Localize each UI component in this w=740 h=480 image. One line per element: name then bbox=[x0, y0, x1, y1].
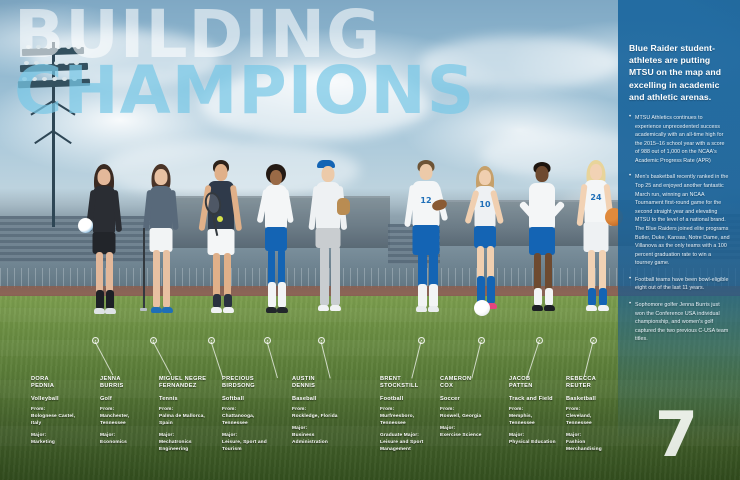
athlete-figure-jacob-patten bbox=[518, 162, 566, 332]
jersey-number-24: 24 bbox=[590, 193, 602, 202]
athlete-hometown: From: Palma de Mallorca, Spain bbox=[159, 407, 205, 427]
name-card-dora-pednia[interactable]: DORA PEDNIA Volleyball From: Bolognese C… bbox=[31, 376, 83, 447]
sidebar-panel: Blue Raider student-athletes are putting… bbox=[618, 0, 740, 480]
callout-dot-jacob-patten[interactable] bbox=[536, 337, 543, 344]
athlete-name: PRECIOUS BIRDSONG bbox=[222, 376, 255, 390]
callout-dot-brent-stockstill[interactable] bbox=[418, 337, 425, 344]
baseball-glove-prop bbox=[337, 198, 350, 215]
athlete-name: AUSTIN DENNIS bbox=[292, 376, 316, 390]
athlete-figure-austin-dennis bbox=[307, 160, 350, 332]
athlete-major: Major: Physical Education bbox=[509, 433, 556, 446]
athlete-sport: Tennis bbox=[159, 395, 178, 402]
athlete-major: Major: Fashion Merchandising bbox=[566, 433, 602, 453]
athlete-major: Graduate Major: Leisure and Sport Manage… bbox=[380, 433, 424, 453]
soccer-ball-prop bbox=[474, 300, 490, 316]
sidebar-bullet-apr: MTSU Athletics continues to experience u… bbox=[629, 113, 730, 165]
athlete-figure-jenna-burris bbox=[140, 164, 181, 332]
sidebar-bullet-list: MTSU Athletics continues to experience u… bbox=[629, 113, 730, 344]
athlete-sport: Baseball bbox=[292, 395, 317, 402]
jersey-number-12: 12 bbox=[420, 196, 432, 205]
athlete-name: DORA PEDNIA bbox=[31, 376, 55, 390]
grass-field bbox=[0, 296, 740, 480]
page-number: 7 bbox=[654, 398, 698, 471]
athlete-sport: Softball bbox=[222, 395, 245, 402]
athlete-name: MIGUEL NEGRE FERNANDEZ bbox=[159, 376, 207, 390]
name-card-jenna-burris[interactable]: JENNA BURRIS Golf From: Manchester, Tenn… bbox=[100, 376, 150, 447]
athlete-name: JACOB PATTEN bbox=[509, 376, 533, 390]
athlete-major: Major: Mechatronics Engineering bbox=[159, 433, 192, 453]
name-card-miguel-negre-fernandez[interactable]: MIGUEL NEGRE FERNANDEZ Tennis From: Palm… bbox=[159, 376, 211, 454]
baseball-cap bbox=[317, 160, 335, 168]
name-card-austin-dennis[interactable]: AUSTIN DENNIS Baseball From: Rockledge, … bbox=[292, 376, 342, 447]
athlete-major: Major: Economics bbox=[100, 433, 127, 446]
name-card-cameron-cox[interactable]: CAMERON COX Soccer From: Roswell, Georgi… bbox=[440, 376, 488, 440]
athlete-sport: Volleyball bbox=[31, 395, 59, 402]
athlete-name: REBECCA REUTER bbox=[566, 376, 597, 390]
athlete-name: BRENT STOCKSTILL bbox=[380, 376, 419, 390]
athlete-sport: Soccer bbox=[440, 395, 460, 402]
athlete-sport: Football bbox=[380, 395, 404, 402]
name-card-jacob-patten[interactable]: JACOB PATTEN Track and Field From: Memph… bbox=[509, 376, 559, 447]
athlete-major: Major: Exercise Science bbox=[440, 426, 482, 439]
athlete-figure-rebecca-reuter: 24 bbox=[575, 160, 623, 332]
athlete-sport: Golf bbox=[100, 395, 112, 402]
athlete-hometown: From: Cleveland, Tennessee bbox=[566, 407, 592, 427]
golf-club-prop bbox=[143, 228, 145, 310]
athlete-hometown: From: Memphis, Tennessee bbox=[509, 407, 535, 427]
volleyball-prop bbox=[78, 218, 93, 233]
athlete-major: Major: Marketing bbox=[31, 433, 56, 446]
athlete-major: Major: Leisure, Sport and Tourism bbox=[222, 433, 267, 453]
athlete-figure-brent-stockstill: 12 bbox=[404, 160, 449, 332]
callout-dot-rebecca-reuter[interactable] bbox=[590, 337, 597, 344]
callout-dot-cameron-cox[interactable] bbox=[478, 337, 485, 344]
athlete-sport: Track and Field bbox=[509, 395, 553, 402]
athlete-hometown: From: Chattanooga, Tennessee bbox=[222, 407, 255, 427]
sidebar-bullet-golf: Sophomore golfer Jenna Burris just won t… bbox=[629, 300, 730, 344]
name-card-brent-stockstill[interactable]: BRENT STOCKSTILL Football From: Murfrees… bbox=[380, 376, 432, 454]
name-card-precious-birdsong[interactable]: PRECIOUS BIRDSONG Softball From: Chattan… bbox=[222, 376, 274, 454]
athlete-figure-dora-pednia bbox=[78, 164, 124, 332]
jersey-number-10: 10 bbox=[479, 200, 491, 209]
athlete-figure-precious-birdsong bbox=[256, 164, 296, 332]
athlete-hometown: From: Roswell, Georgia bbox=[440, 407, 482, 420]
athlete-name: CAMERON COX bbox=[440, 376, 472, 390]
athlete-hometown: From: Rockledge, Florida bbox=[292, 407, 338, 420]
athlete-hometown: From: Manchester, Tennessee bbox=[100, 407, 130, 427]
athlete-sport: Basketball bbox=[566, 395, 596, 402]
field-fence bbox=[0, 268, 740, 288]
athlete-figure-miguel-negre-fernandez bbox=[198, 160, 243, 332]
athlete-hometown: From: Bolognese Castel, Italy bbox=[31, 407, 76, 427]
athlete-name: JENNA BURRIS bbox=[100, 376, 124, 390]
name-card-rebecca-reuter[interactable]: REBECCA REUTER Basketball From: Clevelan… bbox=[566, 376, 612, 454]
sidebar-bullet-football: Football teams have been bowl-eligible e… bbox=[629, 275, 730, 293]
sidebar-lead-paragraph: Blue Raider student-athletes are putting… bbox=[629, 43, 722, 102]
sidebar-bullet-basketball: Men's basketball recently ranked in the … bbox=[629, 172, 730, 267]
athlete-hometown: From: Murfreesboro, Tennessee bbox=[380, 407, 415, 427]
athlete-figure-cameron-cox: 10 bbox=[464, 166, 505, 332]
athlete-major: Major: Business Administration bbox=[292, 426, 328, 446]
golf-club-head bbox=[140, 308, 147, 311]
tennis-ball-prop bbox=[217, 216, 223, 222]
